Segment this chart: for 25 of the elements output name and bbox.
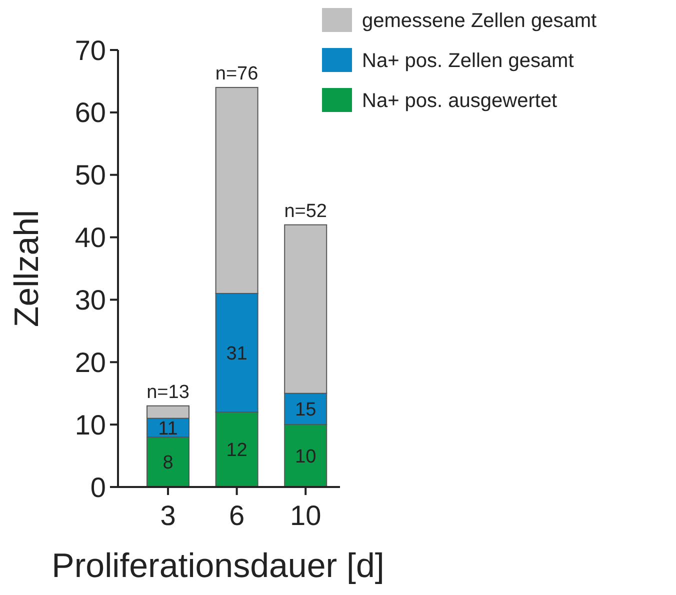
legend-label: Na+ pos. Zellen gesamt bbox=[362, 50, 574, 72]
data-label: 10 bbox=[295, 446, 316, 468]
y-tick-label: 30 bbox=[74, 284, 106, 316]
y-tick-label: 70 bbox=[74, 34, 106, 66]
y-tick-label: 20 bbox=[74, 346, 106, 378]
data-label: 12 bbox=[226, 440, 248, 462]
x-tick-label: 3 bbox=[160, 500, 176, 531]
y-tick-label: 60 bbox=[74, 97, 106, 128]
y-tick-label: 0 bbox=[90, 472, 106, 503]
y-tick-label: 40 bbox=[74, 222, 106, 254]
legend-label: Na+ pos. ausgewertet bbox=[362, 90, 558, 112]
x-tick-label: 6 bbox=[229, 500, 245, 531]
annotation: n=76 bbox=[215, 63, 258, 84]
annotation: n=52 bbox=[284, 200, 327, 222]
y-tick-label: 50 bbox=[74, 160, 106, 191]
annotation: n=13 bbox=[146, 382, 190, 403]
data-label: 8 bbox=[162, 452, 174, 474]
legend-label: gemessene Zellen gesamt bbox=[362, 10, 598, 32]
annotation: 11 bbox=[158, 418, 178, 440]
annotation: 31 bbox=[226, 343, 248, 364]
y-tick-label: 10 bbox=[74, 409, 106, 440]
x-axis-title: Proliferationsdauer [d] bbox=[52, 547, 384, 585]
y-axis-title: Zellzahl bbox=[8, 210, 46, 328]
x-tick-label: 10 bbox=[290, 500, 322, 531]
annotation: 15 bbox=[295, 400, 316, 421]
